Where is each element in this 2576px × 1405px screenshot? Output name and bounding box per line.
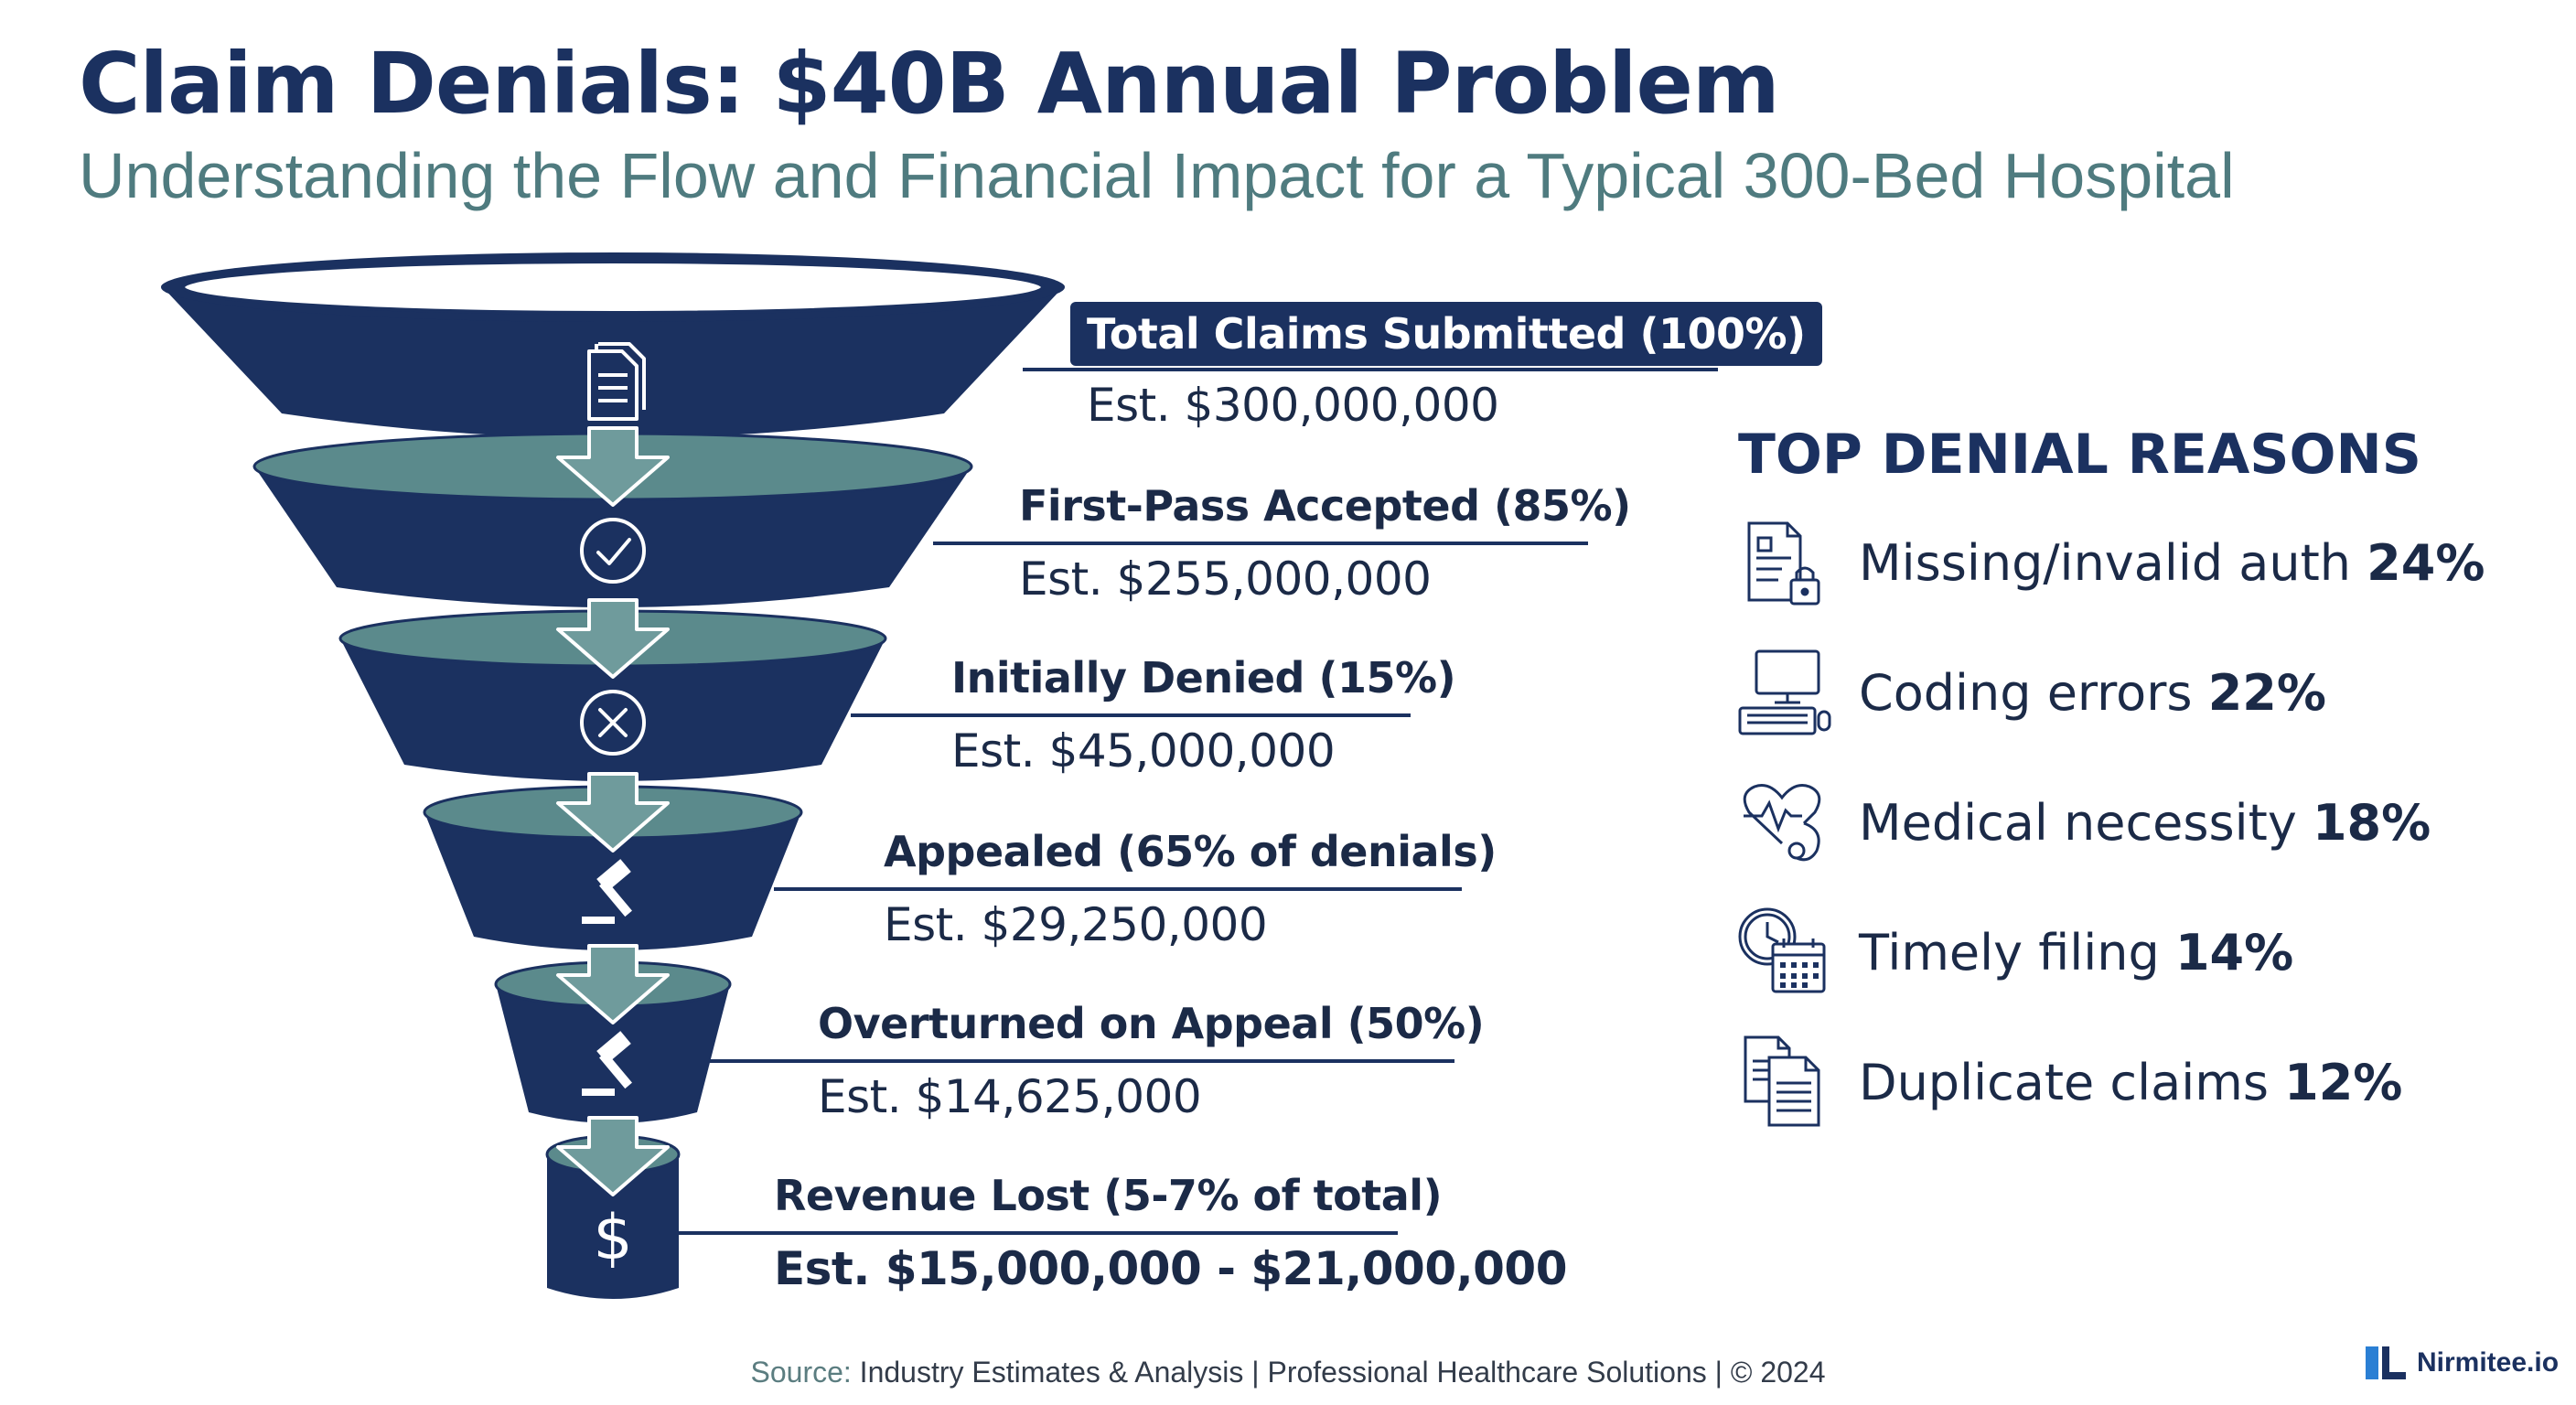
reason-label: Coding errors <box>1859 664 2193 722</box>
computer-icon <box>1738 649 1831 735</box>
stage-6-value: Est. $15,000,000 - $21,000,000 <box>774 1242 1567 1295</box>
stage-3-value: Est. $45,000,000 <box>951 724 1336 778</box>
reason-percent: 14% <box>2174 924 2294 981</box>
x-circle-icon <box>580 690 646 756</box>
reason-label: Medical necessity <box>1859 794 2297 852</box>
stage-2-value: Est. $255,000,000 <box>1019 552 1432 606</box>
brand-mark-icon <box>2366 1346 2406 1379</box>
stage-2-connector <box>933 542 1588 545</box>
stage-1-connector <box>1023 368 1718 371</box>
gavel-icon <box>582 859 632 924</box>
stage-3-label: Initially Denied (15%) <box>951 653 1456 702</box>
flow-arrow-3 <box>556 772 670 853</box>
dollar-icon: $ <box>593 1202 632 1274</box>
page-title: Claim Denials: $40B Annual Problem <box>79 35 1780 133</box>
footer-source-label: Source: <box>750 1356 852 1389</box>
duplicate-documents-icon <box>1744 1035 1820 1127</box>
stage-4-value: Est. $29,250,000 <box>884 898 1268 951</box>
reason-label: Timely filing <box>1859 924 2160 981</box>
document-icon <box>587 342 646 421</box>
flow-arrow-5 <box>556 1116 670 1196</box>
stage-2-label: First-Pass Accepted (85%) <box>1019 481 1631 531</box>
stage-5-label: Overturned on Appeal (50%) <box>818 999 1485 1048</box>
reason-percent: 12% <box>2284 1054 2403 1111</box>
reason-item-2: Coding errors 22% <box>1859 664 2326 722</box>
footer-source-text: Industry Estimates & Analysis | Professi… <box>859 1356 1826 1389</box>
stage-4-connector <box>774 887 1462 891</box>
footer: Source: Industry Estimates & Analysis | … <box>0 1356 2576 1389</box>
reason-item-3: Medical necessity 18% <box>1859 794 2431 852</box>
stage-5-connector <box>710 1059 1454 1063</box>
page-subtitle: Understanding the Flow and Financial Imp… <box>79 140 2235 211</box>
stage-1-label: Total Claims Submitted (100%) <box>1070 302 1822 366</box>
stage-6-label: Revenue Lost (5-7% of total) <box>774 1171 1443 1220</box>
funnel-stage-2 <box>252 432 973 607</box>
reason-label: Missing/invalid auth <box>1859 534 2351 592</box>
flow-arrow-2 <box>556 598 670 679</box>
stethoscope-heart-icon <box>1743 784 1821 862</box>
reason-label: Duplicate claims <box>1859 1054 2269 1111</box>
stage-5-value: Est. $14,625,000 <box>818 1070 1202 1123</box>
document-lock-icon <box>1747 521 1820 606</box>
stage-4-label: Appealed (65% of denials) <box>884 827 1497 876</box>
reason-percent: 22% <box>2207 664 2326 722</box>
reason-item-1: Missing/invalid auth 24% <box>1859 534 2485 592</box>
svg-text:$: $ <box>593 1202 632 1274</box>
reason-percent: 18% <box>2312 794 2431 852</box>
brand-logo: Nirmitee.io <box>2366 1346 2559 1379</box>
reason-item-4: Timely filing 14% <box>1859 924 2293 981</box>
reason-item-5: Duplicate claims 12% <box>1859 1054 2402 1111</box>
reason-percent: 24% <box>2367 534 2485 592</box>
brand-name: Nirmitee.io <box>2417 1347 2560 1378</box>
check-circle-icon <box>580 518 646 584</box>
stage-6-connector <box>679 1231 1398 1235</box>
gavel-icon <box>582 1031 632 1096</box>
flow-arrow-4 <box>556 944 670 1024</box>
reasons-heading: TOP DENIAL REASONS <box>1738 423 2421 487</box>
clock-calendar-icon <box>1738 907 1826 993</box>
flow-arrow-1 <box>556 426 670 507</box>
stage-3-connector <box>851 713 1411 717</box>
stage-1-value: Est. $300,000,000 <box>1087 379 1499 432</box>
